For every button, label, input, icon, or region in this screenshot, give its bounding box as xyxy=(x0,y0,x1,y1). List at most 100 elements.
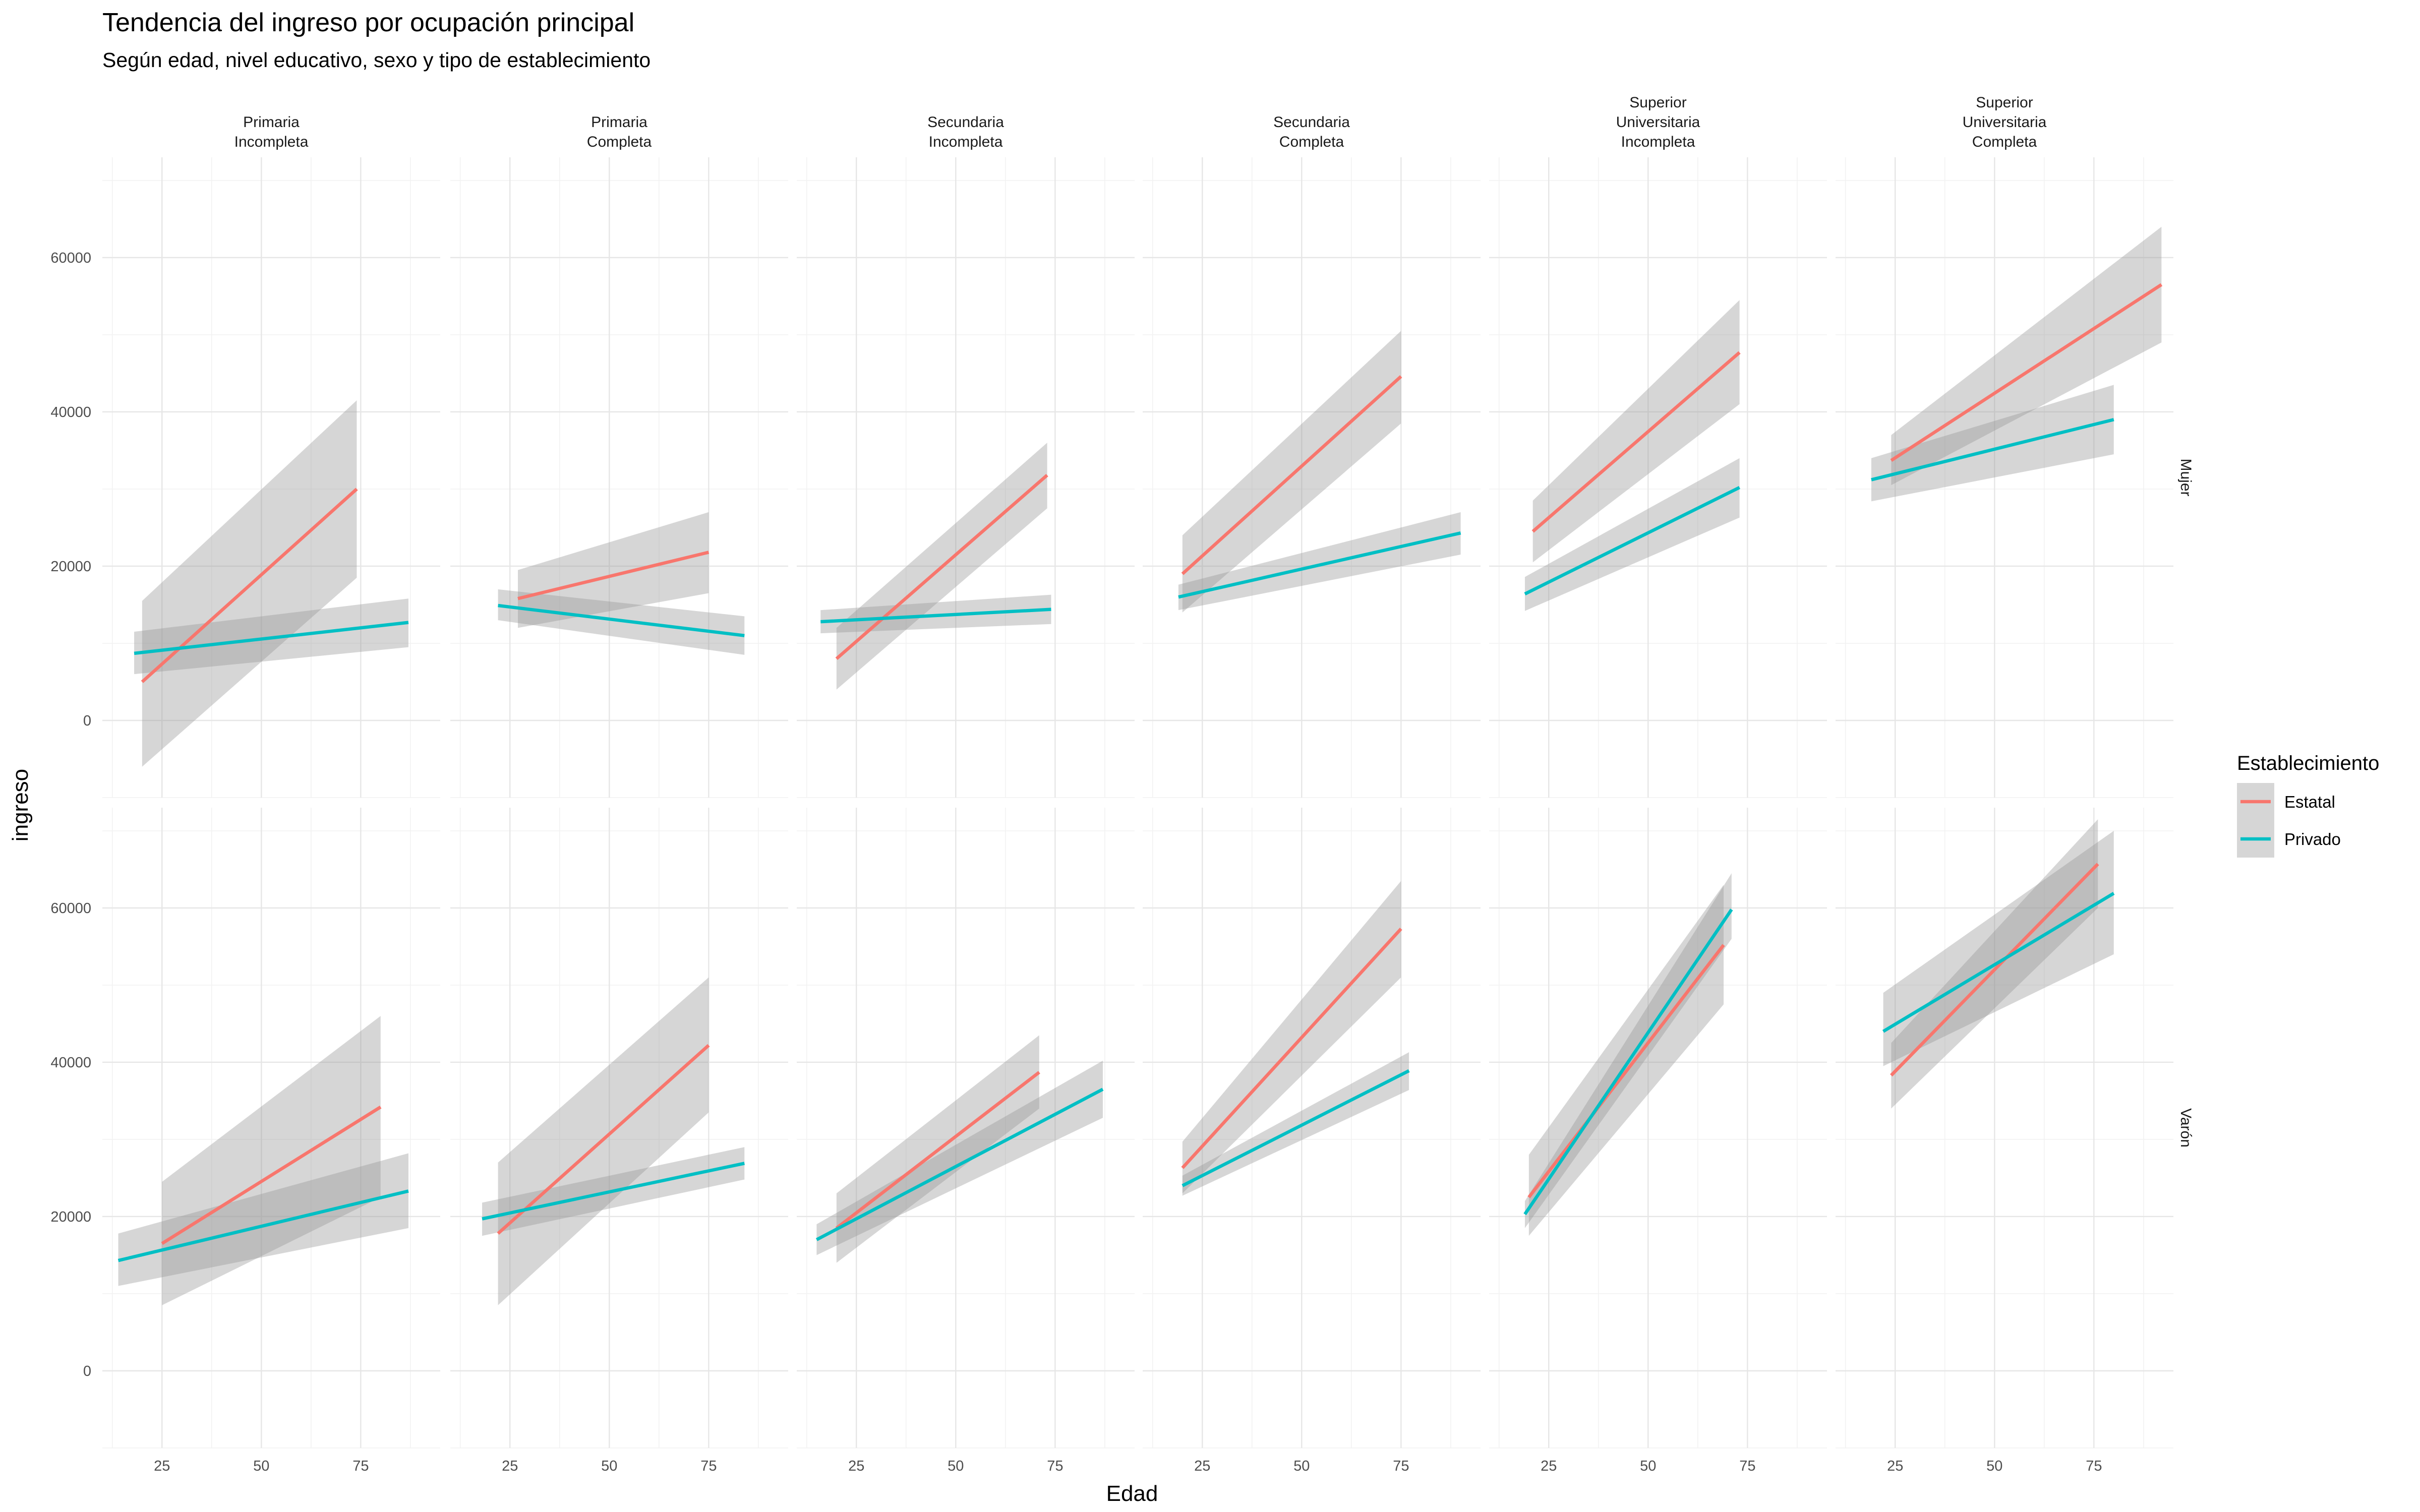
series-line-privado xyxy=(1871,418,2114,481)
series-line-estatal xyxy=(517,551,710,600)
series-line-estatal xyxy=(1527,944,1725,1198)
y-tick-label: 40000 xyxy=(50,1055,91,1071)
x-tick-label: 50 xyxy=(253,1458,269,1474)
x-tick-label: 50 xyxy=(601,1458,617,1474)
legend-item: Estatal xyxy=(2237,783,2335,820)
y-tick-label: 60000 xyxy=(50,250,91,266)
facet-column-label-line: Superior xyxy=(1976,94,2033,111)
facet-column-label-line: Primaria xyxy=(591,114,647,131)
legend-item: Privado xyxy=(2237,820,2341,858)
series-line-privado xyxy=(815,1087,1104,1241)
series-line-estatal xyxy=(497,1044,710,1235)
facet-row-label: Varón xyxy=(2177,1108,2194,1147)
facet-panel xyxy=(450,157,788,798)
chart-title: Tendencia del ingreso por ocupación prin… xyxy=(102,8,634,37)
x-tick-label: 50 xyxy=(948,1458,964,1474)
x-tick-label: 25 xyxy=(1887,1458,1903,1474)
confidence-band xyxy=(1871,385,2114,502)
x-tick-label: 25 xyxy=(502,1458,518,1474)
confidence-band xyxy=(1182,1052,1409,1196)
facet-column-label-line: Incompleta xyxy=(1621,134,1695,150)
x-tick-label: 50 xyxy=(1640,1458,1656,1474)
confidence-band xyxy=(1883,830,2114,1066)
confidence-band xyxy=(1524,458,1740,611)
series-line-privado xyxy=(134,621,409,655)
y-tick-label: 0 xyxy=(83,713,91,729)
x-tick-label: 75 xyxy=(1047,1458,1063,1474)
x-tick-label: 25 xyxy=(1194,1458,1210,1474)
facet-panel xyxy=(1489,157,1827,798)
x-tick-label: 75 xyxy=(352,1458,369,1474)
facet-column-label: Superior Universitaria Incompleta xyxy=(1616,94,1700,150)
facet-panel xyxy=(1836,157,2173,798)
facet-panel xyxy=(1143,157,1481,798)
x-tick-label: 50 xyxy=(1293,1458,1310,1474)
confidence-band xyxy=(518,512,709,628)
confidence-band xyxy=(1528,885,1724,1236)
facet-column-label: Secundaria Incompleta xyxy=(927,114,1004,150)
y-tick-label: 0 xyxy=(83,1363,91,1379)
confidence-band xyxy=(1524,873,1732,1228)
facet-column-label-line: Secundaria xyxy=(927,114,1004,131)
y-tick-label: 60000 xyxy=(50,900,91,917)
x-tick-label: 25 xyxy=(1541,1458,1557,1474)
facet-column-label: Primaria Completa xyxy=(587,114,652,150)
series-line-estatal xyxy=(835,1071,1040,1230)
facet-column-label-line: Universitaria xyxy=(1616,114,1700,131)
x-tick-label: 25 xyxy=(848,1458,864,1474)
confidence-band xyxy=(162,1016,381,1305)
facet-panels: 0 20000 40000 60000 Primaria Incompleta Primar… xyxy=(50,94,2194,1474)
confidence-band xyxy=(1178,512,1461,611)
series-line-privado xyxy=(820,608,1051,624)
legend-label: Privado xyxy=(2284,830,2341,849)
y-tick-label: 40000 xyxy=(50,404,91,420)
series-line-estatal xyxy=(1181,928,1402,1169)
y-tick-label: 20000 xyxy=(50,559,91,575)
facet-row-label: Mujer xyxy=(2177,458,2194,496)
x-tick-label: 50 xyxy=(1986,1458,2002,1474)
x-tick-label: 25 xyxy=(154,1458,170,1474)
series-line-privado xyxy=(482,1162,745,1221)
y-axis-title: ingreso xyxy=(8,769,33,841)
confidence-band xyxy=(1182,881,1401,1194)
series-line-privado xyxy=(1182,1069,1410,1187)
confidence-band xyxy=(1532,300,1740,563)
x-tick-label: 75 xyxy=(700,1458,717,1474)
facet-panel xyxy=(1143,808,1481,1448)
legend: Establecimiento Estatal Privado xyxy=(2237,752,2379,858)
facet-column-label-line: Secundaria xyxy=(1273,114,1350,131)
x-tick-label: 75 xyxy=(1393,1458,1409,1474)
facet-panel xyxy=(450,808,788,1448)
series-line-privado xyxy=(1882,892,2115,1033)
confidence-band xyxy=(1891,226,2162,486)
x-tick-label: 75 xyxy=(1739,1458,1755,1474)
series-line-estatal xyxy=(161,1105,382,1245)
facet-column-label: Secundaria Completa xyxy=(1273,114,1350,150)
chart-subtitle: Según edad, nivel educativo, sexo y tipo… xyxy=(102,48,651,72)
facet-column-label-line: Completa xyxy=(1972,134,2037,150)
facet-column-label-line: Superior xyxy=(1629,94,1686,111)
series-line-privado xyxy=(498,603,745,637)
facet-column-label-line: Incompleta xyxy=(929,134,1003,150)
series-line-privado xyxy=(1524,486,1741,595)
facet-column-label-line: Incompleta xyxy=(234,134,309,150)
facet-column-label: Superior Universitaria Completa xyxy=(1963,94,2047,150)
legend-title: Establecimiento xyxy=(2237,752,2379,774)
confidence-band xyxy=(816,1060,1103,1255)
series-line-privado xyxy=(117,1189,409,1262)
confidence-band xyxy=(1182,331,1401,613)
series-line-estatal xyxy=(1531,351,1741,533)
facet-panel xyxy=(1489,808,1827,1448)
facet-panel xyxy=(797,157,1135,798)
facet-column-label-line: Completa xyxy=(1279,134,1344,150)
series-line-privado xyxy=(1523,909,1733,1216)
series-line-estatal xyxy=(1890,283,2163,462)
legend-label: Estatal xyxy=(2284,793,2335,811)
facet-column-label-line: Primaria xyxy=(243,114,300,131)
series-line-estatal xyxy=(835,473,1048,660)
x-tick-label: 75 xyxy=(2086,1458,2102,1474)
facet-column-label-line: Completa xyxy=(587,134,652,150)
x-axis-title: Edad xyxy=(1106,1481,1158,1506)
y-tick-label: 20000 xyxy=(50,1209,91,1225)
